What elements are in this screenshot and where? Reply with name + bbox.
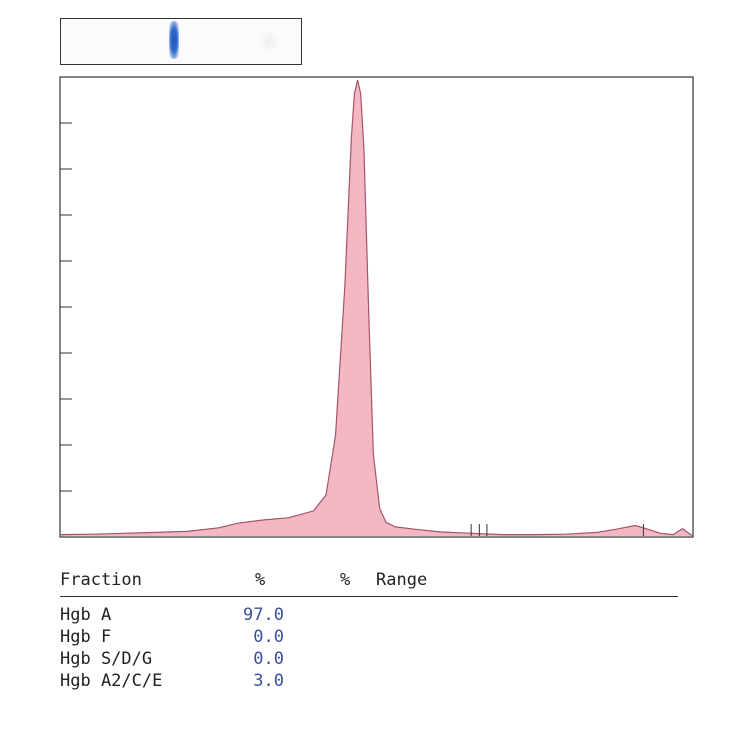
header-rule <box>60 596 678 597</box>
percent-header-2: % <box>340 570 351 590</box>
range-header: Range <box>376 570 428 590</box>
fraction-percent: 0.0 <box>253 627 284 647</box>
fraction-header: Fraction <box>60 570 142 590</box>
y-axis-ticks <box>60 122 72 492</box>
results-table: Fraction % % Range Hgb A 97.0 Hgb F 0.0 … <box>60 570 680 691</box>
table-row: Hgb F 0.0 <box>60 627 360 649</box>
electrophoresis-gel-strip <box>60 18 302 65</box>
gel-smudge <box>259 29 279 53</box>
fraction-markers <box>470 524 644 536</box>
results-rows: Hgb A 97.0 Hgb F 0.0 Hgb S/D/G 0.0 Hgb A… <box>60 605 360 693</box>
fraction-percent: 97.0 <box>243 605 284 625</box>
fraction-percent: 3.0 <box>253 671 284 691</box>
densitometry-chart <box>59 76 694 538</box>
peak-curve <box>60 79 693 536</box>
results-header: Fraction % % Range <box>60 570 680 594</box>
fraction-name: Hgb A <box>60 605 112 625</box>
fraction-name: Hgb S/D/G <box>60 649 153 669</box>
table-row: Hgb A 97.0 <box>60 605 360 627</box>
fraction-percent: 0.0 <box>253 649 284 669</box>
fraction-name: Hgb A2/C/E <box>60 671 163 691</box>
chart-frame <box>59 76 694 538</box>
percent-header: % <box>255 570 266 590</box>
table-row: Hgb S/D/G 0.0 <box>60 649 360 671</box>
table-row: Hgb A2/C/E 3.0 <box>60 671 360 693</box>
fraction-name: Hgb F <box>60 627 112 647</box>
peak-area <box>61 80 692 536</box>
gel-band <box>169 21 179 59</box>
